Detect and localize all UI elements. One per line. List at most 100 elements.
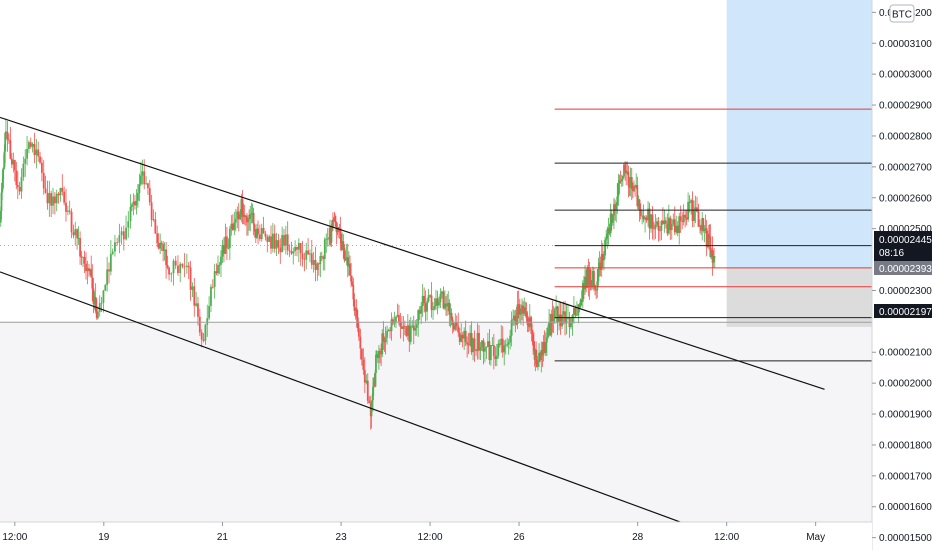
candle-body xyxy=(479,347,482,351)
candle-body xyxy=(227,247,230,249)
candle-body xyxy=(284,234,287,246)
candle-body xyxy=(466,342,469,345)
candle-body xyxy=(208,305,211,319)
time-axis-bg[interactable] xyxy=(0,522,872,550)
candle-body xyxy=(398,314,400,322)
candle-body xyxy=(31,143,34,147)
candle-body xyxy=(193,286,196,306)
candle-body xyxy=(314,259,317,270)
candle-body xyxy=(667,217,670,234)
candle-body xyxy=(588,269,591,287)
candle-body xyxy=(50,193,53,206)
candle-body xyxy=(271,233,274,249)
candle-body xyxy=(362,359,365,370)
candle-body xyxy=(154,219,157,234)
candle-body xyxy=(593,270,595,286)
candle-body xyxy=(432,309,434,311)
channel-trendline-0[interactable] xyxy=(0,116,825,390)
candle-body xyxy=(653,228,655,230)
candle-body xyxy=(581,283,584,302)
candle-body xyxy=(317,263,320,265)
candle-body xyxy=(659,230,661,232)
candle-body xyxy=(33,143,36,155)
candle-body xyxy=(650,214,652,229)
candle-body xyxy=(195,303,198,306)
candle-body xyxy=(104,284,107,291)
candle-body xyxy=(10,158,13,165)
candle-body xyxy=(531,329,534,338)
candle-body xyxy=(159,242,162,249)
candle-body xyxy=(333,218,336,220)
candle-body xyxy=(642,215,645,220)
candle-body xyxy=(485,346,488,348)
candle-body xyxy=(447,302,450,304)
candle-body xyxy=(491,345,494,346)
candle-body xyxy=(281,235,284,253)
candle-body xyxy=(600,254,603,270)
candle-body xyxy=(202,339,205,341)
candle-body xyxy=(513,315,516,319)
candle-body xyxy=(138,184,141,193)
candle-body xyxy=(454,322,457,330)
price-axis-ticks: 0.000032000.000031000.000030000.00002900… xyxy=(872,8,932,544)
candle-body xyxy=(352,284,355,300)
candle-body xyxy=(215,271,218,274)
candle-body xyxy=(661,220,664,224)
candle-body xyxy=(484,347,486,352)
candle-body xyxy=(80,256,83,258)
candle-body xyxy=(177,265,179,273)
candle-body xyxy=(507,342,510,345)
candle-body xyxy=(52,196,54,206)
candle-body xyxy=(256,228,258,238)
candle-body xyxy=(230,223,233,229)
candle-body xyxy=(296,246,298,250)
candle-body xyxy=(604,239,606,256)
candle-body xyxy=(44,188,47,193)
candle-body xyxy=(392,319,394,324)
candle-body xyxy=(273,233,276,249)
price-tick-label: 0.00003100 xyxy=(879,39,932,50)
candle-body xyxy=(310,253,313,265)
candle-body xyxy=(645,217,648,221)
candle-body xyxy=(411,325,414,327)
candle-body xyxy=(539,352,542,361)
candle-body xyxy=(464,330,467,343)
candle-body xyxy=(166,265,169,268)
candle-body xyxy=(634,185,636,188)
currency-badge[interactable]: BTC xyxy=(889,4,915,23)
candle-body xyxy=(109,253,112,272)
candle-body xyxy=(611,215,614,223)
candle-body xyxy=(601,254,604,261)
candle-body xyxy=(403,326,406,327)
candle-body xyxy=(681,220,684,222)
candle-body xyxy=(614,204,616,210)
channel-trendline-1[interactable] xyxy=(0,271,757,551)
stop-zone[interactable] xyxy=(726,267,872,327)
candle-body xyxy=(455,322,458,327)
candle-body xyxy=(108,269,110,272)
candle-body xyxy=(15,170,18,185)
candle-body xyxy=(450,312,453,320)
candle-body xyxy=(224,236,227,254)
target-zone[interactable] xyxy=(726,0,872,268)
candle-body xyxy=(442,291,445,309)
candle-body xyxy=(541,350,544,356)
candle-body xyxy=(88,268,90,272)
candle-body xyxy=(79,238,81,257)
candle-body xyxy=(334,219,337,222)
candle-body xyxy=(102,290,105,303)
candle-body xyxy=(12,160,15,165)
candle-body xyxy=(303,258,306,260)
candle-body xyxy=(616,196,619,206)
candle-body xyxy=(1,188,4,193)
level-a-price-text: 0.00002393 xyxy=(879,264,932,275)
candle-body xyxy=(615,205,618,210)
candle-body xyxy=(163,249,166,251)
candle-body xyxy=(342,241,345,248)
candle-body xyxy=(89,269,91,272)
candle-body xyxy=(236,211,239,219)
candle-body xyxy=(328,237,331,240)
